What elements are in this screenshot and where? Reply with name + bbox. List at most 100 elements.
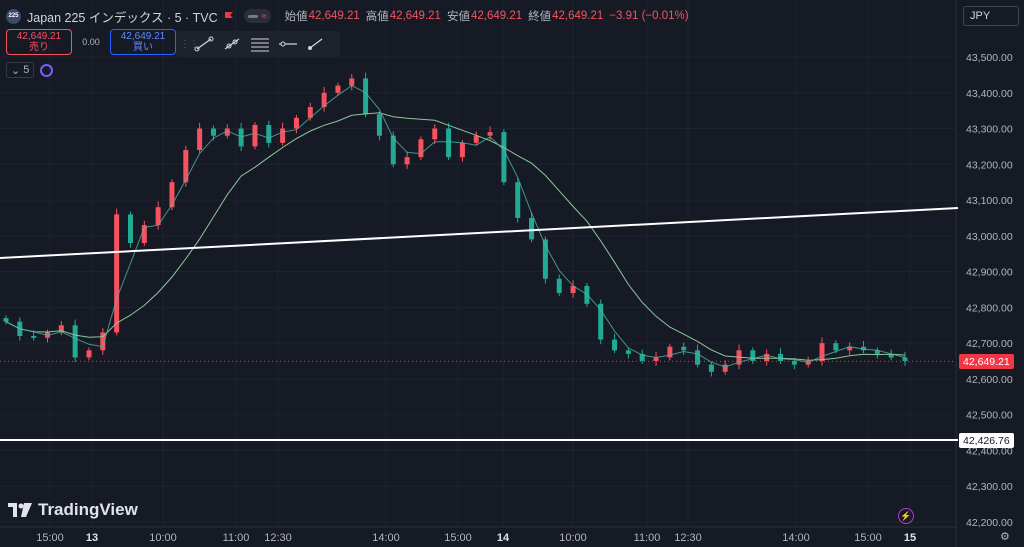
y-tick-label: 42,800.00	[966, 302, 1013, 314]
brush-tool-icon[interactable]	[302, 33, 330, 55]
symbol-badge-icon[interactable]: 225	[6, 8, 21, 24]
candle-body	[598, 303, 604, 340]
pill-text: ≈	[261, 11, 267, 21]
candle-body	[72, 325, 78, 358]
candle-body	[363, 78, 369, 115]
eye-icon	[247, 14, 258, 18]
currency-selector[interactable]: JPY	[963, 6, 1019, 26]
candle-body	[86, 350, 92, 358]
candle-body	[764, 353, 770, 362]
x-tick-label: 14:00	[372, 532, 400, 544]
low-value: 42,649.21	[470, 10, 523, 22]
candle-body	[224, 128, 230, 136]
candle-body	[487, 132, 493, 136]
candle-body	[183, 150, 189, 183]
y-tick-label: 42,600.00	[966, 374, 1013, 386]
moving-average-series	[5, 85, 906, 368]
candle-body	[459, 142, 465, 158]
candle-body	[888, 353, 894, 358]
ray-tool-icon[interactable]	[218, 33, 246, 55]
candle-body	[141, 225, 147, 243]
x-tick-label: 10:00	[559, 532, 587, 544]
candle-body	[321, 92, 327, 108]
spread-value: 0.00	[82, 37, 100, 47]
trade-panel: 42,649.21 売り 0.00 42,649.21 買い	[6, 29, 176, 55]
candle-body	[376, 114, 382, 136]
candle-body	[418, 139, 424, 158]
hline-price-label[interactable]: 42,426.76	[959, 433, 1014, 448]
candle-body	[114, 214, 120, 333]
y-tick-label: 43,500.00	[966, 52, 1013, 64]
current-price-label: 42,649.21	[959, 354, 1014, 369]
x-tick-label: 13	[86, 532, 98, 544]
high-value: 42,649.21	[389, 10, 441, 22]
x-tick-label: 14:00	[782, 532, 810, 544]
brand-name: TradingView	[38, 500, 138, 519]
trendlines	[0, 207, 959, 441]
y-tick-label: 42,300.00	[966, 481, 1013, 493]
visibility-toggle[interactable]: ≈	[243, 9, 271, 23]
y-tick-label: 42,700.00	[966, 338, 1013, 350]
y-tick-label: 43,000.00	[966, 231, 1013, 243]
candle-body	[100, 332, 106, 351]
y-tick-label: 42,200.00	[966, 517, 1013, 529]
symbol-title[interactable]: Japan 225 インデックス · 5 · TVC	[27, 10, 218, 25]
candle-body	[390, 135, 396, 165]
price-axis: 43,500.00 43,400.00 43,300.00 43,200.00 43,1…	[966, 52, 1013, 529]
candle-body	[210, 128, 216, 136]
candle-body	[197, 128, 203, 150]
y-tick-label: 43,100.00	[966, 195, 1013, 207]
candle-body	[833, 343, 839, 351]
candle-body	[556, 278, 562, 294]
x-tick-label: 15:00	[36, 532, 64, 544]
candle-body	[653, 357, 659, 362]
trendline-tool-icon[interactable]	[190, 33, 218, 55]
bolt-icon[interactable]: ⚡	[898, 508, 914, 524]
sell-label: 売り	[29, 42, 49, 53]
close-value: 42,649.21	[552, 10, 604, 22]
candle-body	[542, 239, 548, 279]
candle-body	[681, 346, 687, 351]
candle-body	[31, 336, 37, 338]
candle-body	[473, 135, 479, 143]
x-tick-label: 11:00	[223, 532, 250, 544]
sell-button[interactable]: 42,649.21 売り	[6, 29, 72, 55]
x-tick-label: 10:00	[149, 532, 177, 544]
candle-body	[169, 182, 175, 208]
candle-body	[349, 78, 355, 86]
candle-body	[902, 357, 908, 362]
buy-button[interactable]: 42,649.21 買い	[110, 29, 176, 55]
candle-body	[750, 350, 756, 362]
low-label: 安値	[446, 11, 470, 23]
x-tick-label: 12:30	[674, 532, 702, 544]
indicator-toggle[interactable]: ⌄ 5	[6, 62, 35, 78]
candle-body	[155, 207, 161, 226]
x-tick-label: 12:30	[264, 532, 292, 544]
candle-body	[529, 217, 535, 240]
gear-icon[interactable]: ⚙	[1000, 531, 1010, 543]
fib-tool-icon[interactable]	[246, 33, 274, 55]
fast-moving-average-line	[5, 85, 906, 368]
candle-body	[722, 364, 728, 372]
chevron-down-icon: ⌄	[11, 64, 21, 77]
candle-body	[501, 132, 507, 183]
candle-body	[280, 128, 286, 143]
change-value: −3.91 (−0.01%)	[609, 10, 689, 22]
candle-body	[612, 339, 618, 351]
x-tick-label: 15	[904, 532, 916, 544]
candle-body	[695, 350, 701, 365]
flag-icon[interactable]	[224, 11, 234, 21]
open-label: 始値	[284, 11, 308, 23]
loading-icon	[40, 63, 54, 77]
drag-handle-icon[interactable]: ⋮⋮	[180, 38, 199, 50]
buy-label: 買い	[133, 42, 153, 53]
horizontal-line-tool-icon[interactable]	[274, 33, 302, 55]
y-tick-label: 42,900.00	[966, 267, 1013, 279]
candle-body	[874, 350, 880, 354]
indicator-legend: ⌄ 5	[6, 62, 54, 78]
candle-body	[335, 85, 341, 93]
candle-body	[708, 364, 714, 372]
tradingview-logo[interactable]: TradingView	[8, 500, 138, 520]
y-tick-label: 42,500.00	[966, 410, 1013, 422]
